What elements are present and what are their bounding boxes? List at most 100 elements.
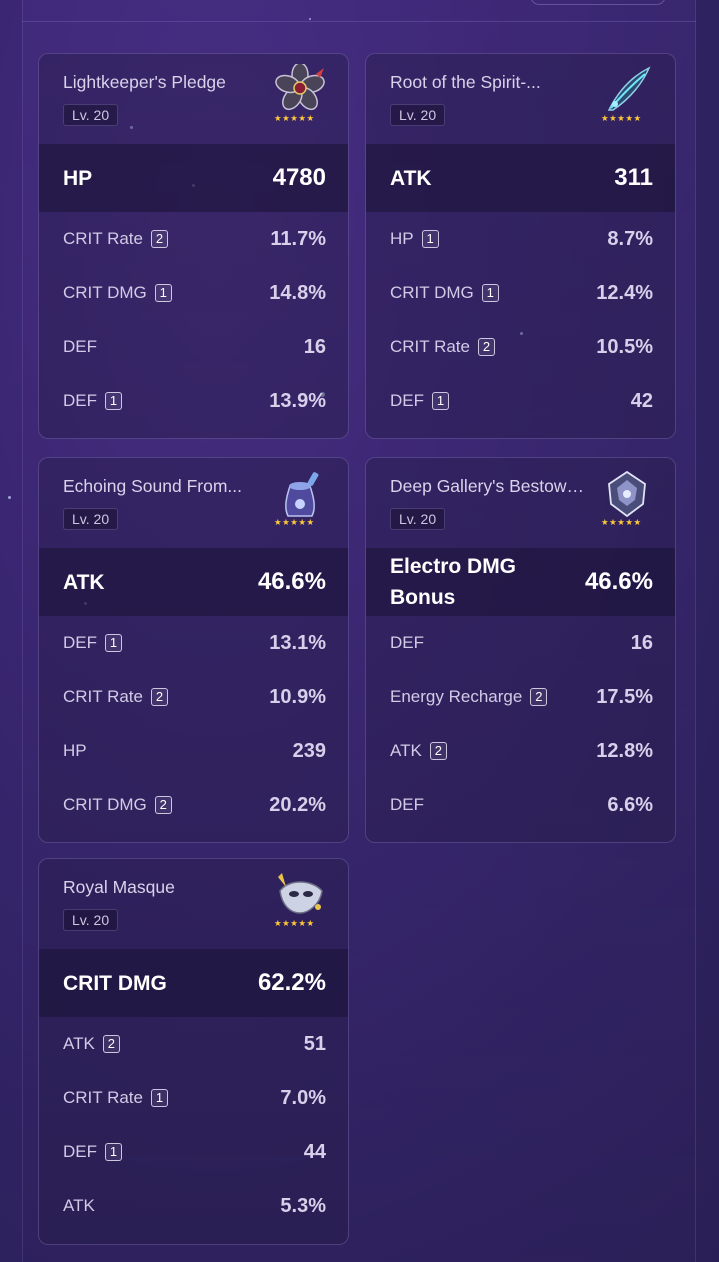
substat-label: Energy Recharge [390,687,523,706]
substat-value: 17.5% [596,685,653,708]
substat-row: DEF 16 [366,616,675,670]
substat-value: 8.7% [607,227,653,250]
panel-divider [22,21,696,22]
artifact-level: Lv. 20 [63,909,119,931]
substat-value: 20.2% [269,793,326,816]
substat-label: DEF [390,633,424,652]
substat-row: ATK 2 51 [39,1017,348,1071]
substat-row: HP 1 8.7% [366,212,675,266]
substat-label: CRIT Rate [63,687,143,706]
artifact-name: Echoing Sound From... [63,476,242,496]
roll-count-badge: 1 [105,634,122,652]
substat-label: DEF [390,795,424,814]
artifact-level: Lv. 20 [390,104,446,126]
substat-value: 44 [303,1140,326,1163]
substat-row: DEF 1 42 [366,374,675,428]
feather-plume-icon: ★★★★★ [599,64,655,124]
substat-label: DEF [390,391,424,410]
main-stat: ATK 46.6% [39,548,348,616]
substat-row: CRIT Rate 2 10.9% [39,670,348,724]
substat-label: DEF [63,391,97,410]
main-stat-value: 46.6% [257,568,326,595]
roll-count-badge: 1 [481,284,499,302]
substat-row: HP 239 [39,724,348,778]
substat-value: 10.5% [596,335,653,358]
rarity-stars: ★★★★★ [601,517,642,527]
artifact-card[interactable]: Lightkeeper's Pledge Lv. 20 ★★★★★ HP 478… [38,53,349,439]
substat-row: CRIT DMG 2 20.2% [39,778,348,832]
substat-row: CRIT Rate 1 7.0% [39,1071,348,1125]
sparkle-icon [309,18,311,20]
artifact-level: Lv. 20 [63,508,119,530]
artifact-header: Deep Gallery's Bestowe... Lv. 20 ★★★★★ [366,458,675,548]
roll-count-badge: 2 [530,688,548,706]
roll-count-badge: 2 [151,230,168,248]
substat-row: CRIT DMG 1 14.8% [39,266,348,320]
substat-value: 12.8% [596,739,653,762]
artifact-name: Royal Masque [63,877,175,897]
substat-value: 13.1% [269,631,326,654]
main-stat-label: Electro DMG Bonus [390,555,517,609]
substat-row: ATK 5.3% [39,1179,348,1233]
substat-label: HP [63,741,87,760]
artifact-name: Root of the Spirit-... [390,72,541,92]
main-stat-value: 311 [614,164,653,191]
top-filter-pill[interactable] [530,0,666,5]
substat-label: CRIT DMG [63,283,147,302]
substat-row: CRIT Rate 2 10.5% [366,320,675,374]
substat-row: DEF 16 [39,320,348,374]
substat-value: 13.9% [269,389,326,412]
main-stat: ATK 311 [366,144,675,212]
roll-count-badge: 2 [154,796,172,814]
main-stat: Electro DMG Bonus 46.6% [366,548,675,616]
hourglass-bell-icon: ★★★★★ [272,468,328,528]
substat-value: 6.6% [607,793,653,816]
roll-count-badge: 1 [154,284,172,302]
roll-count-badge: 1 [151,1089,168,1107]
main-stat-label: CRIT DMG [63,971,167,995]
artifact-name: Lightkeeper's Pledge [63,72,226,92]
substat-value: 7.0% [280,1086,326,1109]
main-stat-value: 62.2% [257,969,326,996]
sparkle-icon [130,126,133,129]
substat-value: 51 [303,1032,326,1055]
substat-label: ATK [63,1196,95,1215]
substat-label: HP [390,229,414,248]
artifact-header: Echoing Sound From... Lv. 20 ★★★★★ [39,458,348,548]
substat-row: ATK 2 12.8% [366,724,675,778]
substat-value: 5.3% [280,1194,326,1217]
substat-label: ATK [390,741,422,760]
artifact-card[interactable]: Root of the Spirit-... Lv. 20 ★★★★★ ATK … [365,53,676,439]
roll-count-badge: 1 [421,230,439,248]
substat-label: CRIT Rate [63,229,143,248]
substat-value: 11.7% [270,227,326,250]
artifact-header: Lightkeeper's Pledge Lv. 20 ★★★★★ [39,54,348,144]
substat-value: 12.4% [596,281,653,304]
roll-count-badge: 1 [105,392,122,410]
artifact-card[interactable]: Echoing Sound From... Lv. 20 ★★★★★ ATK 4… [38,457,349,843]
artifact-card[interactable]: Deep Gallery's Bestowe... Lv. 20 ★★★★★ E… [365,457,676,843]
substat-row: DEF 1 13.9% [39,374,348,428]
substat-label: DEF [63,337,97,356]
main-stat: HP 4780 [39,144,348,212]
substat-row: CRIT DMG 1 12.4% [366,266,675,320]
rarity-stars: ★★★★★ [274,113,315,123]
roll-count-badge: 2 [429,742,447,760]
rarity-stars: ★★★★★ [274,517,315,527]
rarity-stars: ★★★★★ [601,113,642,123]
substat-row: Energy Recharge 2 17.5% [366,670,675,724]
artifact-level: Lv. 20 [390,508,446,530]
substat-label: DEF [63,1142,97,1161]
substat-label: CRIT Rate [390,337,470,356]
substat-value: 10.9% [269,685,326,708]
substat-label: DEF [63,633,97,652]
sparkle-icon [320,392,325,397]
artifact-header: Root of the Spirit-... Lv. 20 ★★★★★ [366,54,675,144]
roll-count-badge: 1 [105,1143,122,1161]
main-stat-label: ATK [390,166,432,190]
main-stat-value: 4780 [272,164,326,191]
artifact-name: Deep Gallery's Bestowe... [390,476,590,496]
masque-icon: ★★★★★ [272,869,328,929]
substat-row: DEF 6.6% [366,778,675,832]
artifact-card[interactable]: Royal Masque Lv. 20 ★★★★★ CRIT DMG 62.2%… [38,858,349,1245]
